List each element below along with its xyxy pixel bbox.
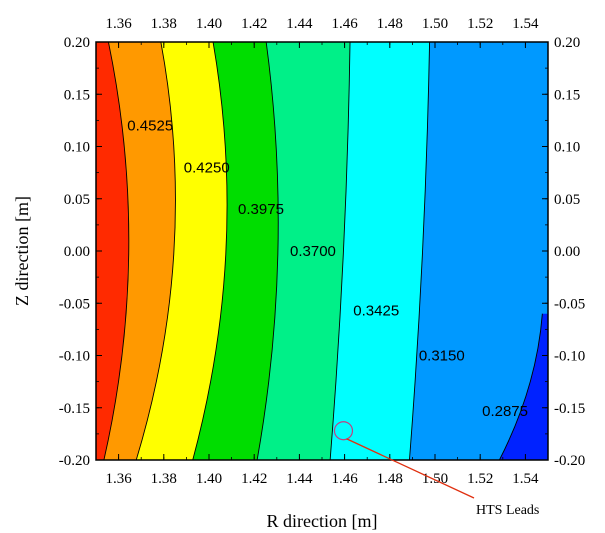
x-tick-label-top: 1.50 <box>422 16 448 32</box>
y-tick-label-right: -0.20 <box>554 453 585 469</box>
x-tick-label-top: 1.46 <box>331 16 358 32</box>
contour-label: 0.4525 <box>127 118 173 135</box>
contour-labels: 0.4525 0.4250 0.3975 0.3700 0.3425 0.3150 0.28… <box>127 118 528 420</box>
y-tick-label-left: 0.00 <box>64 244 90 260</box>
axis-ticks: 1.36 1.36 1.38 1.38 1.40 1.40 1.42 1.42 1.44 1.44… <box>59 16 586 487</box>
hts-leads-leader <box>346 438 475 499</box>
x-tick-label-bottom: 1.46 <box>331 471 358 487</box>
contour-fills <box>96 42 548 460</box>
contour-label: 0.3700 <box>290 243 336 260</box>
hts-leads-marker <box>333 421 354 441</box>
band-7 <box>499 313 548 460</box>
x-tick-label-top: 1.52 <box>467 16 493 32</box>
x-tick-label-bottom: 1.42 <box>241 471 267 487</box>
x-tick-label-top: 1.44 <box>286 16 313 32</box>
x-tick-label-top: 1.38 <box>151 16 177 32</box>
hts-leads-annotation: HTS Leads <box>333 421 539 518</box>
x-tick-label-top: 1.36 <box>105 16 132 32</box>
y-axis-title: Z direction [m] <box>12 196 32 306</box>
contour-label: 0.2875 <box>482 403 528 420</box>
contour-line-4 <box>256 42 279 460</box>
contour-label: 0.3975 <box>238 201 284 218</box>
contour-label: 0.4250 <box>184 159 230 176</box>
contour-lines <box>103 42 543 460</box>
y-tick-label-left: -0.20 <box>59 453 90 469</box>
y-tick-label-right: 0.20 <box>554 35 580 51</box>
contour-line-1 <box>103 42 130 460</box>
y-tick-label-right: -0.15 <box>554 401 585 417</box>
contour-label: 0.3150 <box>419 348 465 365</box>
y-tick-label-right: 0.10 <box>554 140 580 156</box>
y-tick-label-right: -0.10 <box>554 349 585 365</box>
x-tick-label-bottom: 1.38 <box>151 471 177 487</box>
x-tick-label-top: 1.54 <box>512 16 539 32</box>
hts-leads-label: HTS Leads <box>476 503 539 518</box>
contour-label: 0.3425 <box>353 303 399 320</box>
contour-line-5 <box>329 42 351 460</box>
y-tick-label-left: 0.10 <box>64 140 90 156</box>
x-tick-label-top: 1.40 <box>196 16 222 32</box>
x-tick-label-bottom: 1.52 <box>467 471 493 487</box>
contour-line-3 <box>192 42 228 460</box>
x-tick-label-bottom: 1.54 <box>512 471 539 487</box>
y-tick-label-left: 0.05 <box>64 192 90 208</box>
contour-line-2 <box>135 42 176 460</box>
x-tick-label-top: 1.42 <box>241 16 267 32</box>
y-tick-label-left: -0.10 <box>59 349 90 365</box>
y-tick-label-left: -0.05 <box>59 296 90 312</box>
y-tick-label-left: 0.15 <box>64 87 90 103</box>
x-tick-label-top: 1.48 <box>377 16 403 32</box>
y-tick-label-right: 0.00 <box>554 244 580 260</box>
y-tick-label-right: 0.05 <box>554 192 580 208</box>
band-6 <box>409 42 548 460</box>
y-tick-label-left: -0.15 <box>59 401 90 417</box>
contour-line-6 <box>409 42 431 460</box>
x-tick-label-bottom: 1.40 <box>196 471 222 487</box>
x-tick-label-bottom: 1.44 <box>286 471 313 487</box>
y-tick-label-right: -0.05 <box>554 296 585 312</box>
x-tick-label-bottom: 1.36 <box>105 471 132 487</box>
y-tick-label-right: 0.15 <box>554 87 580 103</box>
y-tick-label-left: 0.20 <box>64 35 90 51</box>
contour-line-7 <box>499 313 543 460</box>
x-axis-title: R direction [m] <box>267 511 378 531</box>
x-tick-label-bottom: 1.48 <box>377 471 403 487</box>
